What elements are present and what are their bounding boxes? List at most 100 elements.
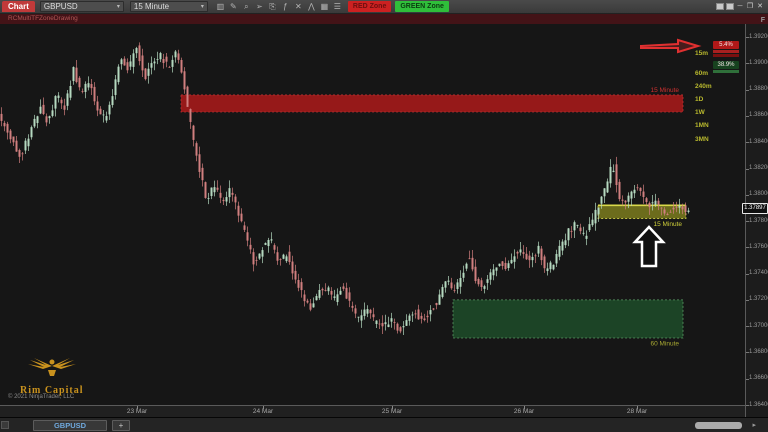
zone-demand-green[interactable] [452,299,684,339]
time-tick-label: 23 Mar [126,408,148,415]
timeframe-label: 1D [695,96,704,103]
interval-dropdown-value: 15 Minute [133,2,170,11]
time-tick-mark [392,406,393,409]
timeframe-row-1D[interactable]: 1D [695,88,743,106]
timeframe-row-1MN[interactable]: 1MN [695,114,743,132]
price-tick-mark [746,37,749,39]
price-tick-label: 1.38000 [749,191,768,198]
workspace-button[interactable] [716,3,724,10]
price-tick-label: 1.38400 [749,138,768,145]
instrument-dropdown-value: GBPUSD [43,2,78,11]
price-tick-label: 1.38800 [749,86,768,93]
price-tick-mark [746,326,749,328]
restore-button[interactable]: ❐ [746,3,754,10]
price-tick-mark [746,247,749,249]
rim-capital-logo-icon [28,358,76,376]
price-tick-label: 1.36600 [749,375,768,382]
instrument-dropdown[interactable]: GBPUSD ▾ [39,1,124,12]
interval-dropdown[interactable]: 15 Minute ▾ [129,1,208,12]
zone-active-olive[interactable] [597,204,687,219]
time-tick-label: 28 Mar [626,408,648,415]
time-tick-label: 24 Mar [252,408,274,415]
tab-gbpusd[interactable]: GBPUSD [33,419,107,431]
brand-name: Rim Capital [20,385,84,396]
data-grid-icon[interactable]: ▦ [320,2,329,11]
price-tick-mark [746,194,749,196]
timeframe-row-240m[interactable]: 240m [695,75,743,93]
pencil-icon[interactable]: ✎ [230,2,237,11]
time-tick-mark [524,406,525,409]
time-tick-mark [137,406,138,409]
timeframe-row-60m[interactable]: 60m 38.9% [695,61,743,80]
price-tick-mark [746,221,749,223]
price-tick-label: 1.36400 [749,401,768,408]
copyright-text: © 2021 NinjaTrader, LLC [8,394,75,400]
drawing-tools-icon[interactable]: ✕ [295,2,302,11]
red-arrow-icon [640,38,702,54]
zone-label: 15 Minute [653,221,682,228]
zone-label: 15 Minute [650,87,679,94]
workspace2-button[interactable] [726,3,734,10]
scroll-right-button[interactable]: ▸ [752,422,756,429]
horizontal-scrollbar-thumb[interactable] [695,422,742,429]
price-tick-mark [746,115,749,117]
chart-tab[interactable]: Chart [2,1,35,12]
price-tick-mark [746,273,749,275]
timeframe-label: 3MN [695,136,709,143]
chevron-down-icon: ▾ [116,4,120,10]
timeframe-label: 60m [695,70,709,77]
minimize-button[interactable]: ─ [737,3,743,10]
price-tick-label: 1.37200 [749,296,768,303]
current-price-marker: 1.37897 [742,202,768,214]
properties-icon[interactable]: ☰ [333,2,341,11]
candlestick-chart[interactable]: 15 Minute 15 Minute 60 Minute [0,24,745,405]
price-tick-mark [746,352,749,354]
timeframe-row-1W[interactable]: 1W [695,101,743,119]
timeframe-row-15m[interactable]: 15m 5.4% [695,41,743,60]
red-zone-button[interactable]: RED Zone [347,1,392,12]
green-zone-button[interactable]: GREEN Zone [395,1,449,12]
timeframe-value-badge: 38.9% [713,61,739,69]
price-tick-label: 1.37600 [749,243,768,250]
chevron-down-icon: ▾ [200,4,204,10]
zone-label: 60 Minute [650,340,679,347]
window-controls: ─ ❐ ✕ [715,2,765,11]
timeframe-value-badge: 5.4% [713,41,739,49]
zone-supply-red[interactable] [180,94,684,113]
zigzag-icon[interactable]: ⋀ [308,2,315,11]
instrument-link-icon[interactable] [1,421,9,429]
price-tick-mark [746,168,749,170]
price-tick-label: 1.37400 [749,270,768,277]
toolbar: Chart GBPUSD ▾ 15 Minute ▾ ▥ ✎ ⌕ ➢ ⎘ ƒ ✕ ⋀ ▦ ☰ RE… [0,0,768,14]
indicators-icon[interactable]: ƒ [283,2,288,11]
indicator-name-bar: RCMultiTFZoneDrawing [0,14,768,24]
candles [0,42,690,335]
timeframe-label: 15m [695,50,709,57]
close-button[interactable]: ✕ [757,3,763,10]
cursor-icon[interactable]: ➢ [256,2,263,11]
price-tick-label: 1.39000 [749,59,768,66]
zoom-icon[interactable]: ⌕ [244,2,249,11]
price-tick-mark [746,89,749,91]
timeframe-label: 1MN [695,122,709,129]
time-tick-mark [637,406,638,409]
price-tick-label: 1.39200 [749,33,768,40]
branding: Rim Capital [20,354,130,396]
timeframe-row-3MN[interactable]: 3MN [695,128,743,146]
price-axis[interactable]: F 1.39200 1.39000 1.38800 1.38600 1.38400 1.3… [745,17,768,417]
chart-style-icon[interactable]: ▥ [216,2,225,11]
time-tick-label: 26 Mar [513,408,535,415]
price-tick-mark [746,299,749,301]
price-tick-label: 1.37000 [749,322,768,329]
clipboard-icon[interactable]: ⎘ [269,2,276,11]
timeframe-label: 1W [695,109,705,116]
timeframe-mini-bar [713,54,739,57]
price-tick-label: 1.36800 [749,348,768,355]
timeframe-mini-bar [713,70,739,73]
time-axis[interactable]: 23 Mar 24 Mar 25 Mar 26 Mar 28 Mar [0,405,745,417]
time-tick-label: 25 Mar [381,408,403,415]
white-arrow-icon [632,225,666,268]
chart-region[interactable]: 15 Minute 15 Minute 60 Minute F 1.39200 1.3… [0,17,768,417]
add-tab-button[interactable]: + [112,419,130,431]
